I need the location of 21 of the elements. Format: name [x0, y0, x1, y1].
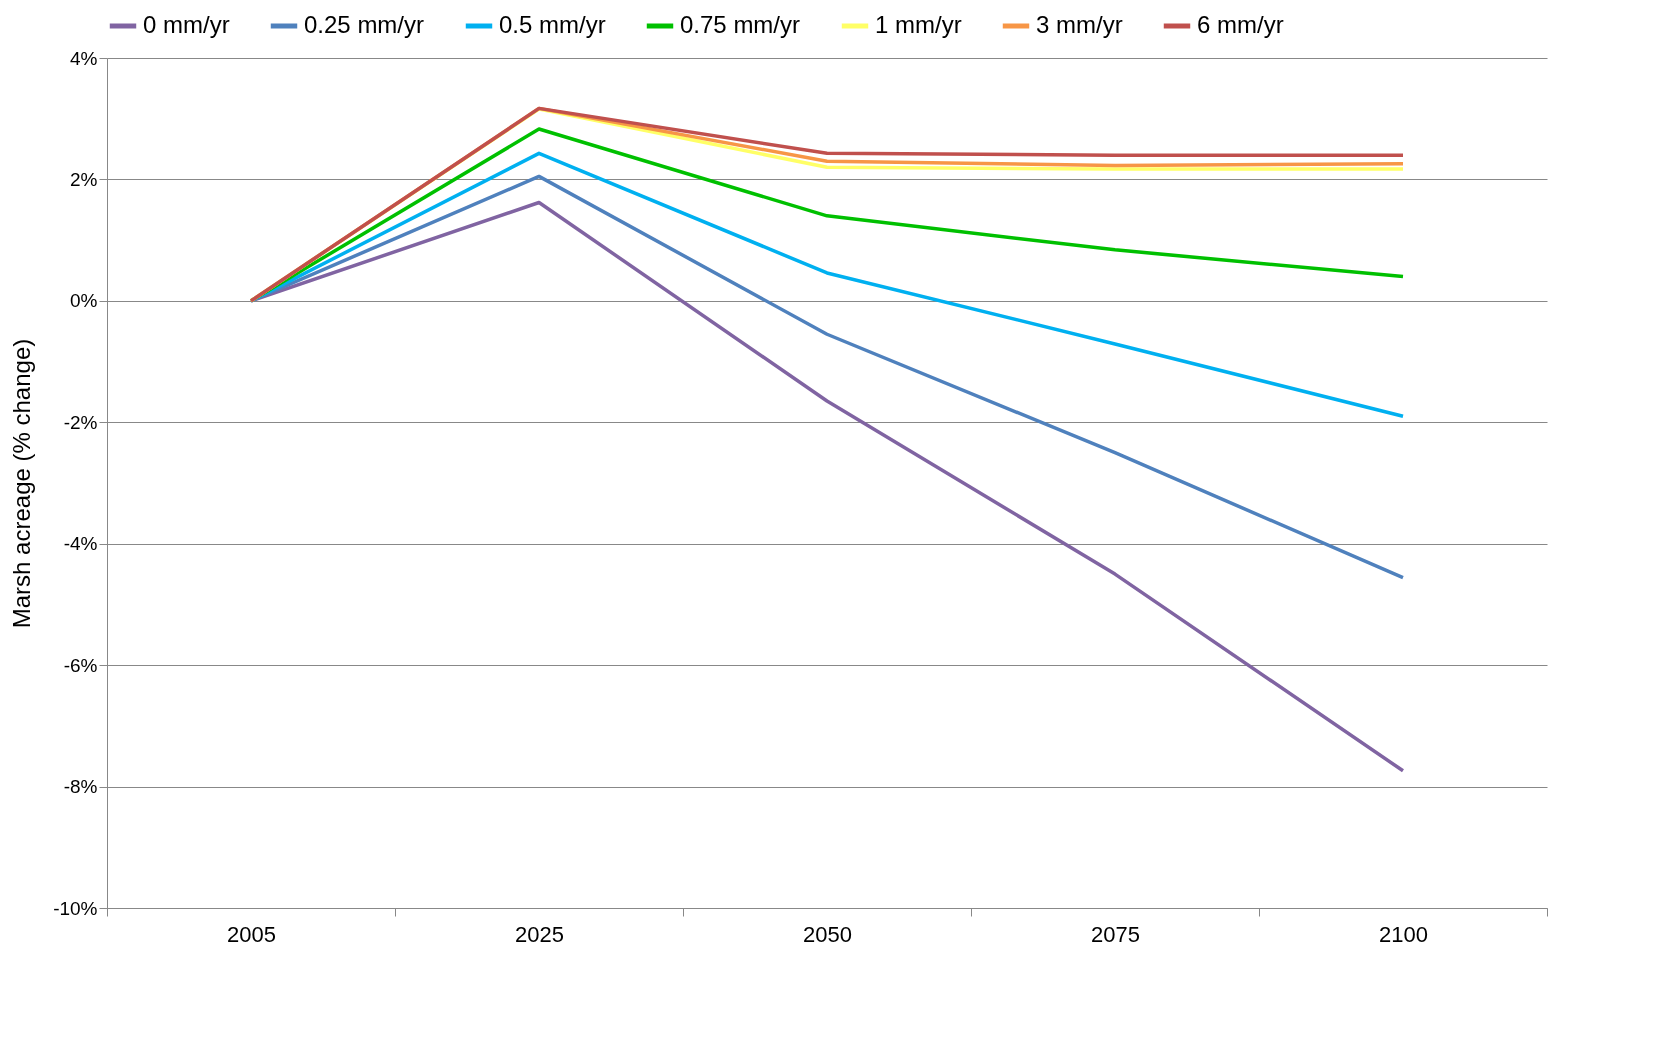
x-tick-label: 2075	[1091, 921, 1140, 947]
legend-label: 0 mm/yr	[143, 11, 230, 38]
legend-label: 6 mm/yr	[1197, 11, 1284, 38]
y-tick-label: -8%	[63, 776, 98, 798]
y-axis-title: Marsh acreage (% change)	[8, 338, 36, 629]
x-tick-label: 2005	[227, 921, 276, 947]
y-tick-label: -6%	[63, 654, 98, 676]
y-tick-label: 0%	[70, 290, 98, 312]
y-tick-label: -10%	[53, 897, 98, 919]
legend-label: 0.5 mm/yr	[499, 11, 606, 38]
legend-label: 0.25 mm/yr	[304, 11, 425, 38]
legend-label: 3 mm/yr	[1036, 11, 1123, 38]
y-tick-label: -2%	[63, 411, 98, 433]
legend-label: 0.75 mm/yr	[680, 11, 801, 38]
y-tick-label: 4%	[70, 47, 98, 69]
x-tick-label: 2100	[1379, 921, 1428, 947]
legend-label: 1 mm/yr	[875, 11, 962, 38]
y-tick-label: -4%	[63, 533, 98, 555]
x-tick-label: 2050	[803, 921, 852, 947]
x-tick-label: 2025	[515, 921, 564, 947]
y-tick-label: 2%	[70, 168, 98, 190]
